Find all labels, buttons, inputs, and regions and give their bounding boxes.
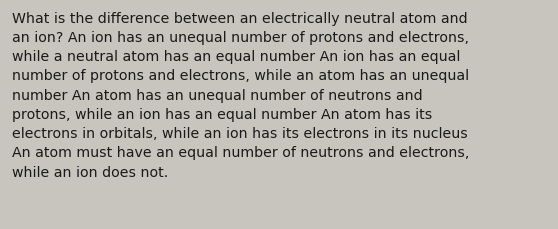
Text: What is the difference between an electrically neutral atom and
an ion? An ion h: What is the difference between an electr…: [12, 11, 470, 179]
